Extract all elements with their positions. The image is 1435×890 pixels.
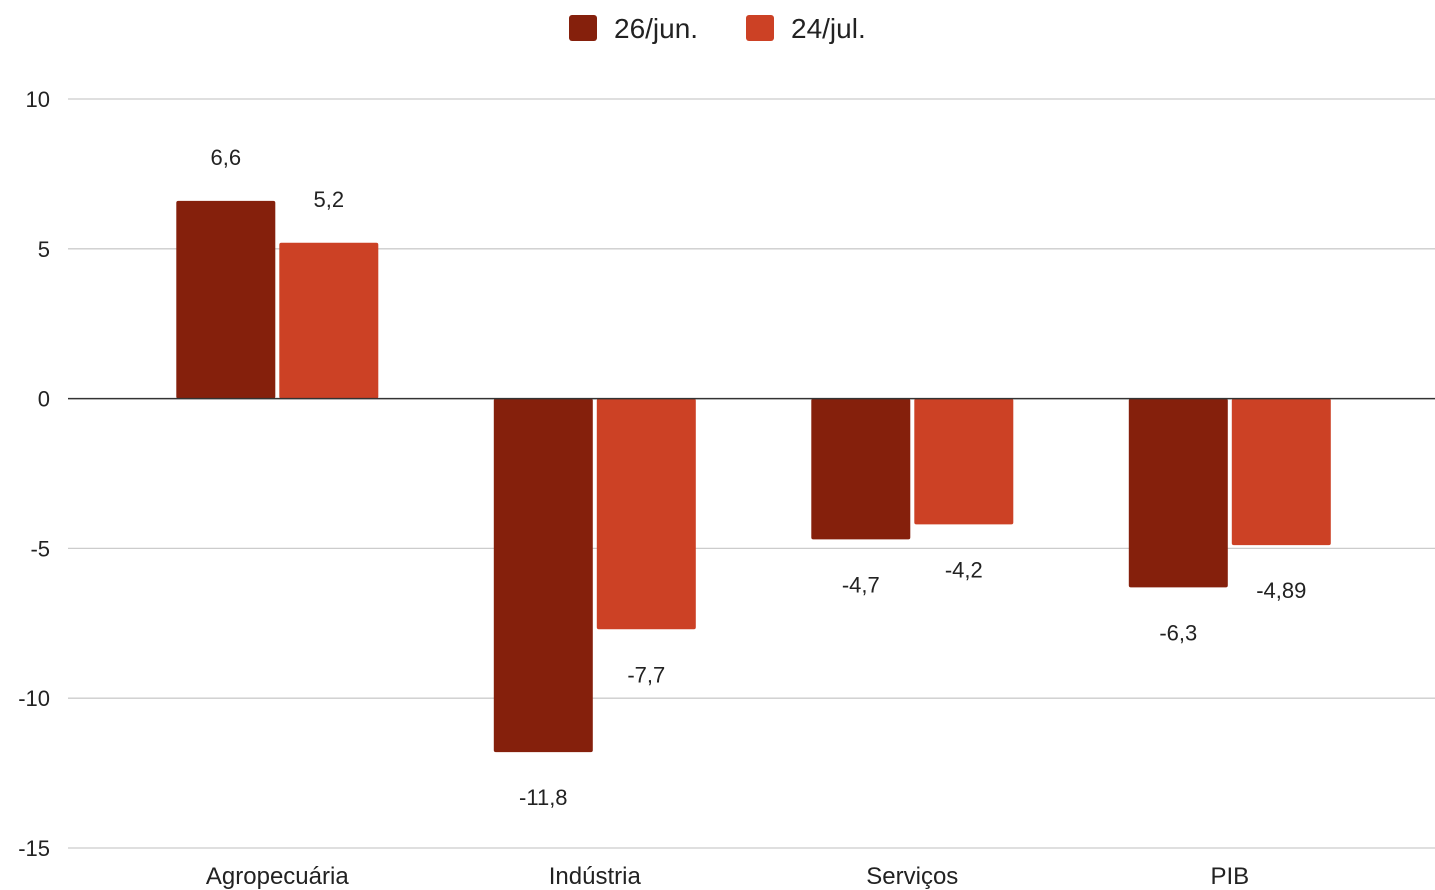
data-label-agropecuaria-series-1: 6,6 (211, 145, 242, 170)
data-label-industria-series-2: -7,7 (627, 662, 665, 687)
legend-label-series-1: 26/jun. (614, 13, 698, 44)
bar-pib-series-2 (1231, 398, 1331, 546)
y-tick-label: 0 (38, 387, 50, 412)
x-category-label: Agropecuária (206, 863, 349, 890)
x-category-label: Indústria (549, 863, 642, 890)
bar-agropecuaria-series-2 (279, 242, 379, 399)
data-label-agropecuaria-series-2: 5,2 (314, 187, 345, 212)
legend: 26/jun. 24/jul. (569, 13, 866, 44)
y-tick-label: -15 (18, 836, 50, 861)
data-label-pib-series-2: -4,89 (1256, 578, 1306, 603)
legend-label-series-2: 24/jul. (791, 13, 866, 44)
data-label-industria-series-1: -11,8 (519, 785, 568, 810)
bar-agropecuaria-series-1 (176, 200, 276, 399)
data-label-servicos-series-1: -4,7 (842, 572, 880, 597)
bar-industria-series-2 (596, 398, 696, 630)
y-tick-label: -5 (30, 536, 50, 561)
y-tick-label: 5 (38, 237, 50, 262)
legend-swatch-series-1 (569, 15, 597, 41)
data-label-servicos-series-2: -4,2 (945, 557, 983, 582)
data-label-pib-series-1: -6,3 (1159, 620, 1197, 645)
y-tick-label: 10 (26, 87, 50, 112)
legend-swatch-series-2 (746, 15, 774, 41)
bar-servicos-series-2 (914, 398, 1014, 525)
y-axis: 10 5 0 -5 -10 -15 (18, 87, 50, 861)
x-axis: Agropecuária Indústria Serviços PIB (206, 863, 1249, 890)
x-category-label: Serviços (866, 863, 958, 890)
y-tick-label: -10 (18, 686, 50, 711)
bar-industria-series-1 (493, 398, 593, 753)
bar-servicos-series-1 (811, 398, 911, 540)
x-category-label: PIB (1210, 863, 1249, 890)
bars (176, 200, 1331, 753)
data-labels: 6,6 5,2 -11,8 -7,7 -4,7 -4,2 -6,3 -4,89 (211, 145, 1307, 810)
bar-pib-series-1 (1128, 398, 1228, 588)
